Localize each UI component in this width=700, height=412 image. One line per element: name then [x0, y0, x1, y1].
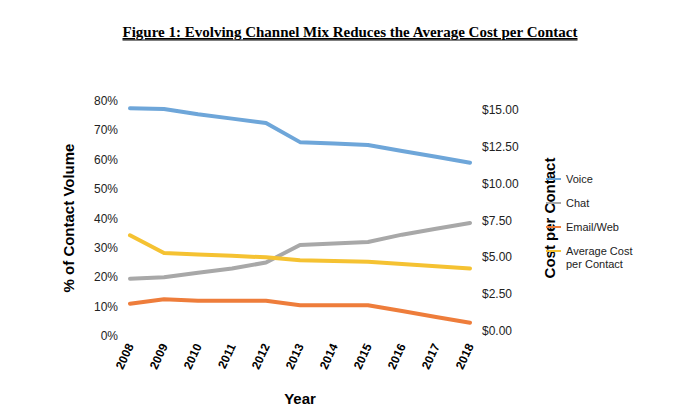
y2-tick-label: $2.50 [482, 287, 512, 301]
legend-label-line: Voice [566, 173, 593, 185]
y2-tick-label: $5.00 [482, 250, 512, 264]
x-tick-label: 2018 [453, 341, 477, 371]
x-tick-label: 2017 [419, 341, 443, 371]
legend-swatch [546, 250, 561, 252]
series-line [130, 235, 470, 268]
y-tick-label: 10% [94, 300, 118, 314]
legend-swatch [546, 226, 561, 228]
legend: Voice Chat Email/Web Average Cost per Conta… [546, 173, 636, 270]
x-tick-label: 2015 [351, 341, 375, 371]
y-tick-label: 50% [94, 182, 118, 196]
x-tick-label: 2013 [283, 341, 307, 371]
y-tick-label: 0% [101, 329, 119, 343]
plot-area [130, 108, 470, 322]
y2-tick-label: $7.50 [482, 214, 512, 228]
y2-tick-label: $12.50 [482, 140, 519, 154]
x-axis-title: Year [284, 390, 316, 407]
legend-swatch [546, 202, 561, 204]
x-tick-label: 2011 [215, 341, 239, 371]
y2-tick-label: $0.00 [482, 324, 512, 338]
x-tick-label: 2010 [181, 341, 205, 371]
title: Figure 1: Evolving Channel Mix Reduces t… [123, 24, 578, 40]
x-tick-label: 2009 [147, 341, 171, 371]
x-tick-label: 2016 [385, 341, 409, 371]
legend-label-line: Average Cost [566, 245, 636, 257]
y-tick-label: 20% [94, 270, 118, 284]
x-tick-label: 2014 [317, 341, 341, 371]
y-tick-label: 40% [94, 212, 118, 226]
y-tick-label: 30% [94, 241, 118, 255]
legend-label-line: Chat [566, 197, 589, 209]
y-tick-label: 70% [94, 123, 118, 137]
legend-label: Voice [566, 173, 593, 185]
y2-axis-title: Cost per Contact [541, 158, 558, 279]
x-tick-label: 2008 [113, 341, 137, 371]
y-tick-label: 60% [94, 153, 118, 167]
legend-label: Chat [566, 197, 589, 209]
series-line [130, 299, 470, 323]
legend-label-line: Email/Web [566, 221, 619, 233]
series-line [130, 223, 470, 279]
legend-label: Email/Web [566, 221, 619, 233]
series-line [130, 108, 470, 162]
title-underline [123, 40, 578, 41]
y-axis-title: % of Contact Volume [60, 144, 77, 293]
legend-label-line: per Contact [566, 258, 623, 270]
x-tick-label: 2012 [249, 341, 273, 371]
y-tick-label: 80% [94, 94, 118, 108]
legend-label: Average Cost per Contact [566, 245, 636, 270]
chart: Figure 1: Evolving Channel Mix Reduces t… [0, 0, 700, 412]
legend-swatch [546, 178, 561, 180]
y2-tick-label: $10.00 [482, 177, 519, 191]
y2-tick-label: $15.00 [482, 103, 519, 117]
